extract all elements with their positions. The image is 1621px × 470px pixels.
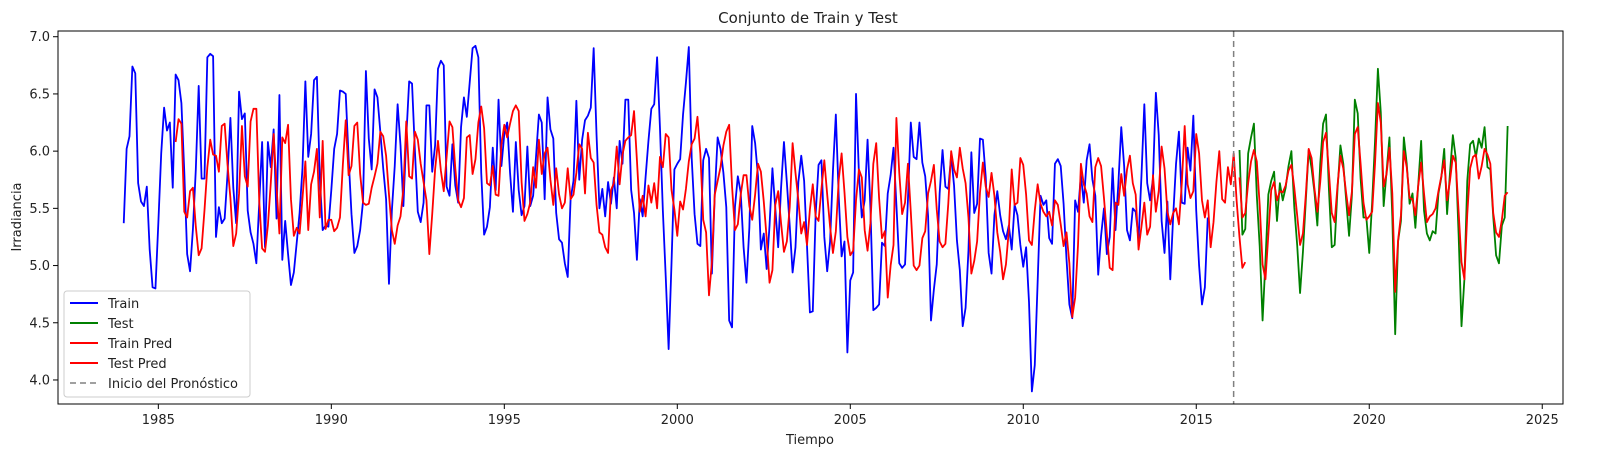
- y-axis: 4.0 4.5 5.0 5.5 6.0 6.5 7.0: [29, 30, 58, 388]
- legend-label-test: Test: [107, 317, 134, 332]
- x-tick-label: 1990: [315, 413, 348, 428]
- legend-item-test-pred: Test Pred: [70, 357, 167, 372]
- series-line-test-pred: [1238, 102, 1509, 293]
- series-line-train-pred: [174, 104, 1247, 318]
- legend-item-forecast-start: Inicio del Pronóstico: [70, 377, 238, 392]
- legend: Train Test Train Pred Test Pred Inicio d…: [63, 290, 251, 398]
- x-tick-label: 2015: [1180, 413, 1213, 428]
- legend-item-train: Train: [70, 297, 139, 312]
- y-tick-label: 5.0: [29, 259, 50, 274]
- x-tick-label: 2025: [1526, 413, 1559, 428]
- y-tick-label: 4.0: [29, 373, 50, 388]
- x-axis: 1985 1990 1995 2000 2005 2010 2015 2020 2025: [142, 404, 1559, 428]
- legend-box: [63, 290, 251, 398]
- y-tick-label: 4.5: [29, 316, 50, 331]
- legend-label-train: Train: [107, 297, 139, 312]
- series-layer: [122, 44, 1509, 393]
- y-axis-label: Irradiancia: [10, 182, 25, 251]
- plot-frame: [57, 30, 1564, 405]
- y-tick-label: 6.0: [29, 145, 50, 160]
- x-tick-label: 2000: [661, 413, 694, 428]
- chart-title: Conjunto de Train y Test: [718, 9, 898, 27]
- series-line-test: [1238, 67, 1509, 336]
- x-tick-label: 2020: [1353, 413, 1386, 428]
- series-line-train: [122, 44, 1209, 393]
- legend-label-test-pred: Test Pred: [107, 357, 167, 372]
- x-tick-label: 2010: [1007, 413, 1040, 428]
- y-tick-label: 5.5: [29, 202, 50, 217]
- x-tick-label: 1985: [142, 413, 175, 428]
- x-axis-label: Tiempo: [785, 433, 834, 448]
- legend-item-test: Test: [70, 317, 134, 332]
- legend-label-train-pred: Train Pred: [107, 337, 172, 352]
- y-tick-label: 7.0: [29, 30, 50, 45]
- x-tick-label: 1995: [488, 413, 521, 428]
- legend-label-forecast-start: Inicio del Pronóstico: [108, 377, 238, 392]
- y-tick-label: 6.5: [29, 87, 50, 102]
- legend-item-train-pred: Train Pred: [70, 337, 172, 352]
- x-tick-label: 2005: [834, 413, 867, 428]
